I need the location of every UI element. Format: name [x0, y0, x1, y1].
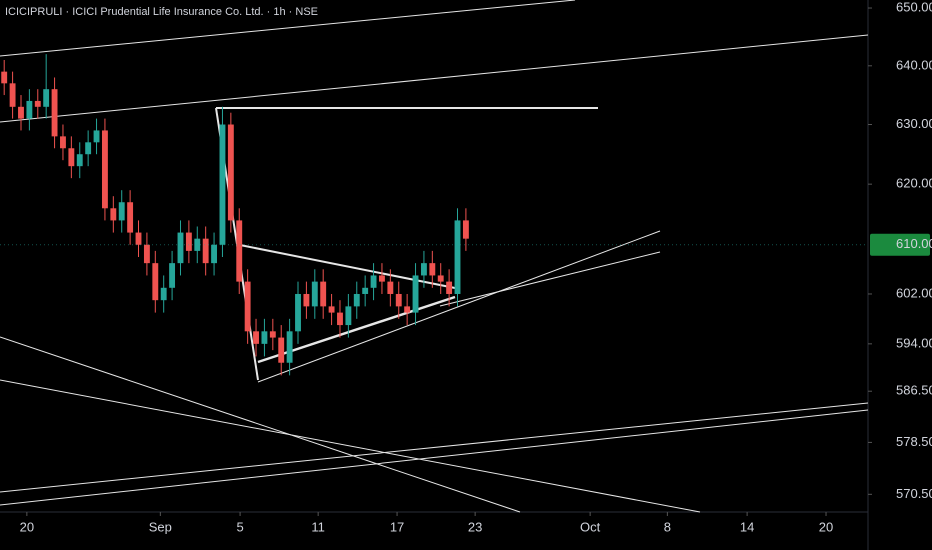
y-tick-label: 578.50 — [896, 434, 932, 449]
x-tick-label: Sep — [149, 519, 172, 534]
candle-body — [320, 281, 327, 307]
candle-body — [379, 275, 385, 282]
candle-body — [261, 331, 268, 344]
candle-body — [387, 281, 394, 294]
trendline — [257, 230, 661, 383]
y-tick-label: 594.00 — [896, 335, 932, 350]
candle-body — [143, 244, 150, 264]
chart-title: ICICIPRULI · ICICI Prudential Life Insur… — [5, 6, 318, 18]
candle-body — [93, 130, 100, 143]
candle-body — [51, 89, 58, 137]
x-tick-label: 5 — [236, 519, 243, 534]
candle-body — [311, 281, 318, 307]
candle-body — [76, 154, 83, 167]
candle-body — [337, 312, 343, 326]
y-tick-label: 640.00 — [896, 57, 932, 72]
x-tick-label: 23 — [468, 519, 482, 534]
candle-body — [194, 238, 201, 251]
candle-body — [269, 331, 276, 338]
candle-body — [437, 275, 444, 282]
candle-body — [303, 293, 310, 307]
candle-body — [152, 263, 159, 301]
candle-body — [34, 100, 41, 107]
trendline — [0, 0, 576, 57]
y-tick-label: 650.00 — [896, 0, 932, 14]
trendline — [0, 409, 869, 506]
trendline — [439, 251, 661, 307]
last-price-tag — [870, 233, 930, 256]
x-tick-label: 8 — [664, 519, 671, 534]
candle-body — [395, 293, 402, 307]
trendline — [0, 379, 701, 513]
candle-body — [454, 220, 461, 294]
candle-body — [110, 208, 117, 221]
candle-body — [135, 232, 142, 245]
last-price-label: 610.00 — [896, 236, 932, 251]
candle-body — [1, 71, 8, 84]
candle-body — [219, 124, 226, 245]
candle-body — [353, 293, 360, 307]
x-tick-label: Oct — [580, 519, 601, 534]
candle-body — [370, 275, 377, 288]
candle-body — [211, 244, 217, 264]
trendline — [239, 244, 456, 289]
candle-body — [404, 306, 411, 313]
candle-body — [420, 263, 427, 276]
candle-body — [253, 331, 259, 344]
candle-body — [236, 220, 243, 282]
y-tick-label: 570.50 — [896, 486, 932, 501]
candle-body — [286, 331, 293, 363]
y-tick-label: 602.00 — [896, 285, 932, 300]
candle-body — [429, 263, 436, 276]
candle-body — [244, 281, 251, 332]
trendline — [0, 336, 521, 513]
candle-body — [85, 142, 92, 155]
candle-body — [362, 287, 369, 294]
candle-body — [345, 306, 352, 326]
candle-body — [101, 130, 108, 209]
candle-body — [462, 220, 469, 239]
candle-body — [68, 148, 75, 167]
candle-body — [328, 306, 335, 313]
x-tick-label: 17 — [390, 519, 404, 534]
candle-body — [43, 89, 50, 107]
candle-body — [26, 100, 33, 119]
candle-body — [412, 275, 419, 313]
candle-body — [160, 287, 167, 301]
candle-body — [202, 238, 209, 264]
candle-body — [60, 136, 66, 149]
x-tick-label: 20 — [819, 519, 833, 534]
y-tick-label: 586.50 — [896, 383, 932, 398]
candle-body — [278, 337, 285, 363]
x-tick-label: 14 — [740, 519, 754, 534]
candle-body — [446, 281, 453, 294]
candle-body — [227, 124, 234, 221]
candle-body — [185, 232, 192, 251]
y-tick-label: 620.00 — [896, 176, 932, 191]
trendline — [0, 402, 869, 493]
y-tick-label: 630.00 — [896, 116, 932, 131]
candle-body — [295, 293, 301, 332]
trendline — [0, 34, 869, 123]
candle-body — [177, 232, 184, 264]
candle-body — [127, 202, 134, 233]
candle-body — [18, 106, 24, 119]
x-tick-label: 20 — [20, 519, 34, 534]
candle-body — [9, 83, 16, 107]
candle-body — [118, 202, 125, 221]
x-tick-label: 11 — [311, 519, 325, 534]
candle-body — [169, 263, 176, 288]
